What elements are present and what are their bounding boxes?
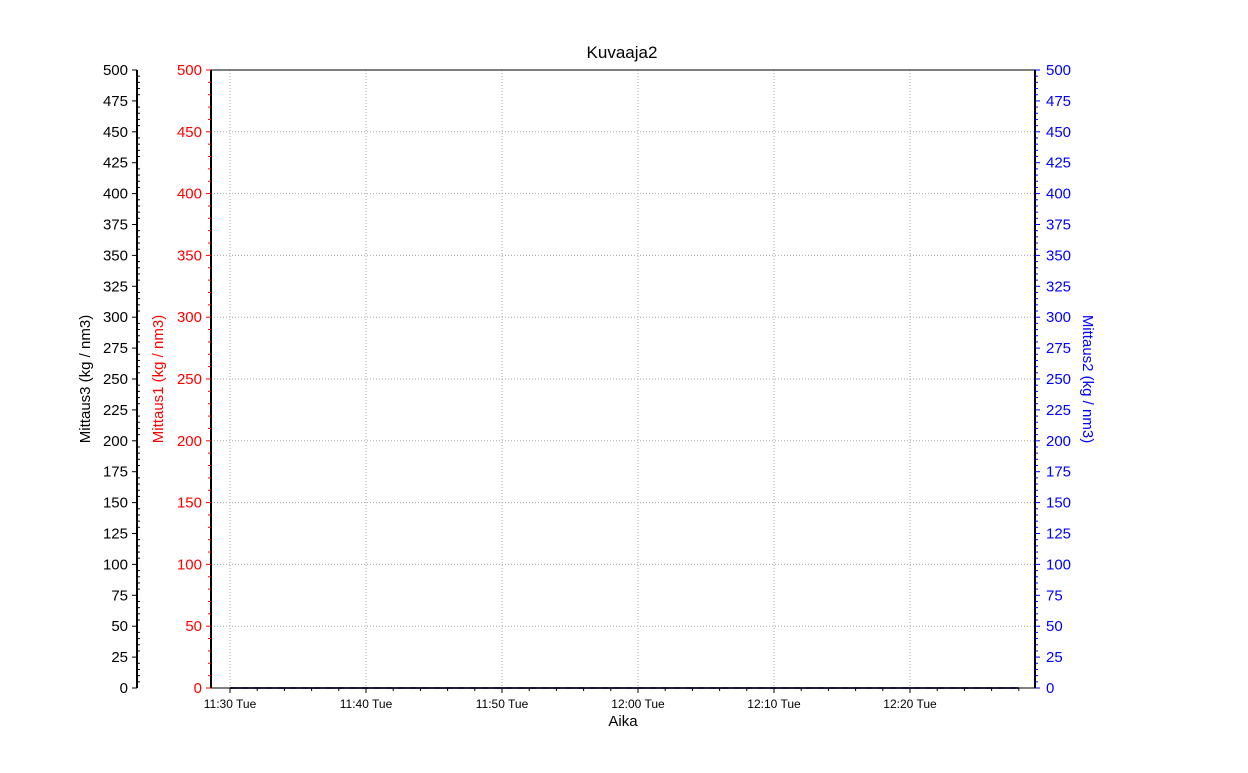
- plot-layer: 0255075100125150175200225250275300325350…: [103, 62, 1071, 711]
- y-tick-label-mittaus3: 150: [103, 495, 128, 512]
- y-axis-label-mittaus1: Mittaus1 (kg / nm3): [150, 315, 167, 443]
- y-tick-label-mittaus2: 275: [1046, 340, 1071, 357]
- y-tick-label-mittaus3: 0: [120, 680, 128, 697]
- y-tick-label-mittaus2: 450: [1046, 124, 1071, 141]
- y-tick-label-mittaus1: 350: [177, 247, 202, 264]
- y-tick-label-mittaus3: 275: [103, 340, 128, 357]
- y-tick-label-mittaus3: 425: [103, 155, 128, 172]
- y-axis-label-mittaus3: Mittaus3 (kg / nm3): [77, 315, 94, 443]
- y-tick-label-mittaus3: 375: [103, 217, 128, 234]
- x-tick-label: 11:30 Tue: [204, 697, 257, 711]
- y-tick-label-mittaus3: 250: [103, 371, 128, 388]
- x-tick-label: 12:00 Tue: [611, 697, 665, 711]
- y-tick-label-mittaus1: 400: [177, 186, 202, 203]
- y-axis-label-mittaus2: Mittaus2 (kg / nm3): [1079, 315, 1096, 443]
- x-tick-label: 11:50 Tue: [476, 697, 529, 711]
- y-tick-label-mittaus2: 475: [1046, 93, 1071, 110]
- x-tick-label: 12:10 Tue: [747, 697, 801, 711]
- y-tick-label-mittaus2: 175: [1046, 464, 1071, 481]
- y-tick-label-mittaus1: 150: [177, 495, 202, 512]
- y-tick-label-mittaus1: 450: [177, 124, 202, 141]
- x-tick-label: 11:40 Tue: [340, 697, 393, 711]
- y-tick-label-mittaus2: 350: [1046, 247, 1071, 264]
- y-tick-label-mittaus3: 350: [103, 247, 128, 264]
- y-tick-label-mittaus2: 375: [1046, 217, 1071, 234]
- y-tick-label-mittaus3: 75: [111, 587, 128, 604]
- y-tick-label-mittaus2: 325: [1046, 278, 1071, 295]
- y-tick-label-mittaus2: 75: [1046, 587, 1063, 604]
- y-tick-label-mittaus2: 250: [1046, 371, 1071, 388]
- y-tick-label-mittaus2: 25: [1046, 649, 1063, 666]
- y-tick-label-mittaus1: 100: [177, 556, 202, 573]
- y-tick-label-mittaus2: 500: [1046, 62, 1071, 79]
- y-tick-label-mittaus2: 225: [1046, 402, 1071, 419]
- y-tick-label-mittaus2: 425: [1046, 155, 1071, 172]
- y-tick-label-mittaus3: 25: [111, 649, 128, 666]
- y-tick-label-mittaus1: 50: [185, 618, 202, 635]
- y-tick-label-mittaus3: 200: [103, 433, 128, 450]
- y-tick-label-mittaus1: 500: [177, 62, 202, 79]
- y-tick-label-mittaus1: 0: [194, 680, 202, 697]
- y-tick-label-mittaus2: 300: [1046, 309, 1071, 326]
- y-tick-label-mittaus3: 100: [103, 556, 128, 573]
- x-tick-label: 12:20 Tue: [883, 697, 937, 711]
- y-tick-label-mittaus2: 50: [1046, 618, 1063, 635]
- y-tick-label-mittaus2: 150: [1046, 495, 1071, 512]
- y-tick-label-mittaus3: 500: [103, 62, 128, 79]
- y-tick-label-mittaus2: 125: [1046, 526, 1071, 543]
- y-tick-label-mittaus3: 325: [103, 278, 128, 295]
- y-tick-label-mittaus3: 450: [103, 124, 128, 141]
- y-tick-label-mittaus3: 225: [103, 402, 128, 419]
- x-axis-label: Aika: [608, 713, 638, 730]
- y-tick-label-mittaus3: 125: [103, 526, 128, 543]
- y-tick-label-mittaus2: 100: [1046, 556, 1071, 573]
- y-tick-label-mittaus1: 200: [177, 433, 202, 450]
- y-tick-label-mittaus2: 400: [1046, 186, 1071, 203]
- y-tick-label-mittaus3: 400: [103, 186, 128, 203]
- y-tick-label-mittaus1: 250: [177, 371, 202, 388]
- chart-title: Kuvaaja2: [587, 43, 658, 62]
- y-tick-label-mittaus3: 475: [103, 93, 128, 110]
- y-tick-label-mittaus3: 50: [111, 618, 128, 635]
- y-tick-label-mittaus1: 300: [177, 309, 202, 326]
- y-tick-label-mittaus2: 200: [1046, 433, 1071, 450]
- y-tick-label-mittaus3: 300: [103, 309, 128, 326]
- y-tick-label-mittaus3: 175: [103, 464, 128, 481]
- y-tick-label-mittaus2: 0: [1046, 680, 1054, 697]
